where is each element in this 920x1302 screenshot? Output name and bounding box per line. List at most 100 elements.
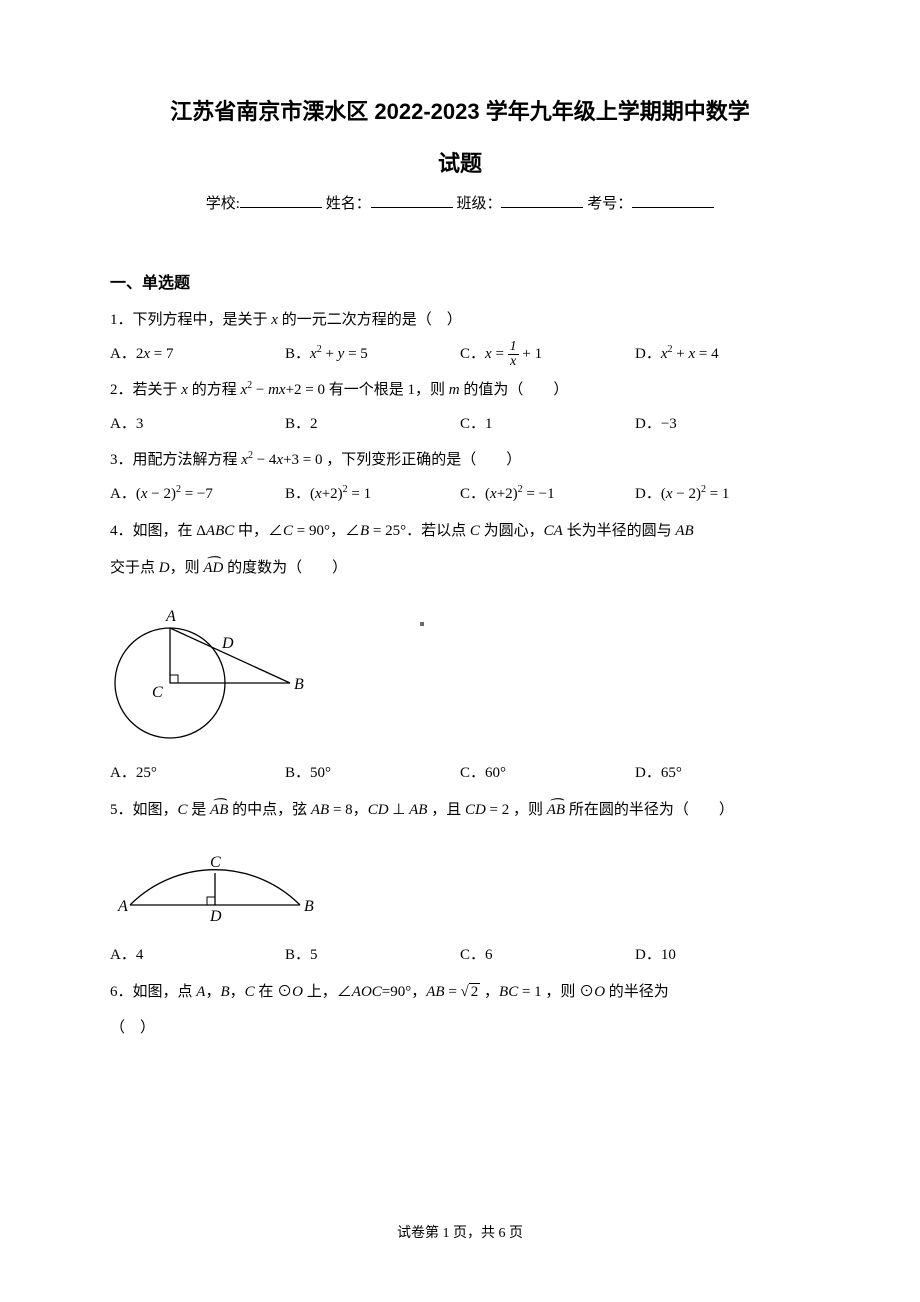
q4-AB: AB <box>675 523 693 539</box>
q3-m4: − 4 <box>253 452 276 468</box>
q1-opt-c: C．x = 1x + 1 <box>460 339 635 369</box>
question-3: 3．用配方法解方程 x2 − 4x+3 = 0 ，下列变形正确的是（ ） <box>110 445 810 475</box>
q5-e: 所在圆的半径为（ ） <box>565 802 734 818</box>
q1-a-label: A． <box>110 346 136 362</box>
q2-options: A．3 B．2 C．1 D．−3 <box>110 409 810 439</box>
question-4-line2: 交于点 D，则 AD 的度数为（ ） <box>110 552 810 585</box>
q6-c2: ， <box>230 984 245 1000</box>
q1-a-eq-x: x <box>143 346 150 362</box>
q1-opt-d: D．x2 + x = 4 <box>635 339 810 369</box>
q5-AB4: AB <box>547 794 565 827</box>
q4-CA: CA <box>544 523 563 539</box>
q3-opt-b: B．(x+2)2 = 1 <box>285 479 460 509</box>
q2-mm: m <box>449 382 460 398</box>
q1-c-x: x <box>485 346 492 362</box>
q3c-l: C．( <box>460 486 490 502</box>
q6-a: 6．如图，点 <box>110 984 196 1000</box>
q6-AOC: AOC <box>352 984 382 1000</box>
question-5: 5．如图，C 是 AB 的中点，弦 AB = 8，CD ⊥ AB ，且 CD =… <box>110 794 810 827</box>
question-2: 2．若关于 x 的方程 x2 − mx+2 = 0 有一个根是 1，则 m 的值… <box>110 375 810 405</box>
question-6-paren: （ ） <box>110 1013 810 1043</box>
q2-b: 的方程 <box>188 382 241 398</box>
title-line-2: 试题 <box>110 146 810 178</box>
q1-c-r: + 1 <box>519 346 542 362</box>
q5-AB1: AB <box>210 794 228 827</box>
q4-g: 的度数为（ ） <box>223 560 347 576</box>
q6-eq: = <box>445 984 461 1000</box>
q4-e: 交于点 <box>110 560 159 576</box>
q4-fig-C: C <box>152 684 163 701</box>
q6-90: =90°， <box>382 984 426 1000</box>
q1-d-label: D． <box>635 346 661 362</box>
q4-opt-b: B．50° <box>285 758 460 788</box>
q6-d: ， <box>480 984 499 1000</box>
q1-c-eq: = <box>492 346 508 362</box>
q3d-r: = 1 <box>706 486 729 502</box>
q1-opt-b: B．x2 + y = 5 <box>285 339 460 369</box>
q3-a: 3．用配方法解方程 <box>110 452 241 468</box>
q3b-l: B．( <box>285 486 315 502</box>
q4-fig-D: D <box>221 635 234 652</box>
q1-stem-b: 的一元二次方程的是（ ） <box>278 312 462 328</box>
q1-b-x2: x <box>310 346 317 362</box>
q4-d: 长为半径的圆与 <box>563 523 676 539</box>
question-1: 1．下列方程中，是关于 x 的一元二次方程的是（ ） <box>110 305 810 335</box>
q6-c1: ， <box>205 984 220 1000</box>
q1-c-den: x <box>508 355 519 369</box>
q5-opt-c: C．6 <box>460 940 635 970</box>
question-6: 6．如图，点 A，B，C 在 ⊙O 上，∠AOC=90°，AB = √2 ，BC… <box>110 976 810 1009</box>
q2-opt-c: C．1 <box>460 409 635 439</box>
q2-opt-b: B．2 <box>285 409 460 439</box>
q3-opt-c: C．(x+2)2 = −1 <box>460 479 635 509</box>
q3-x2: x <box>241 452 248 468</box>
q3b-x: x <box>315 486 322 502</box>
q6-C: C <box>245 984 255 1000</box>
q3d-l: D．( <box>635 486 666 502</box>
q2-mx: mx <box>268 382 286 398</box>
q4-C: C <box>283 523 293 539</box>
q2-d: 的值为（ ） <box>460 382 569 398</box>
q1-a-eq-r: = 7 <box>150 346 173 362</box>
q6-AB: AB <box>426 984 444 1000</box>
q3-opt-d: D．(x − 2)2 = 1 <box>635 479 810 509</box>
q6-b: 在 ⊙ <box>255 984 293 1000</box>
q6-e: 的半径为 <box>605 984 669 1000</box>
q4-B: B <box>360 523 369 539</box>
q2-a: 2．若关于 <box>110 382 181 398</box>
q6-B: B <box>220 984 229 1000</box>
q5-fig-D: D <box>209 908 222 925</box>
page-center-mark <box>420 622 424 626</box>
q4-D: D <box>159 560 170 576</box>
q6-BC: BC <box>499 984 518 1000</box>
q3-p3: +3 = 0 <box>283 452 322 468</box>
q1-d-r: = 4 <box>695 346 718 362</box>
q5-opt-b: B．5 <box>285 940 460 970</box>
q4-c: 为圆心， <box>480 523 544 539</box>
q5-perp: ⊥ <box>389 802 410 818</box>
q5-CD: CD <box>368 802 389 818</box>
student-info-line: 学校: 姓名： 班级： 考号： <box>110 192 810 213</box>
q4-25: = 25°．若以点 <box>369 523 470 539</box>
q3a-l: A．( <box>110 486 141 502</box>
q1-d-x2: x <box>661 346 668 362</box>
q5-C: C <box>178 802 188 818</box>
q6-c: 上，∠ <box>303 984 352 1000</box>
q1-c-num: 1 <box>508 340 519 355</box>
q4-opt-a: A．25° <box>110 758 285 788</box>
q4-b: 中，∠ <box>234 523 283 539</box>
q4-AD-arc: AD <box>203 552 223 585</box>
q3c-x: x <box>490 486 497 502</box>
q5-AB2: AB <box>311 802 329 818</box>
q1-options: A．2x = 7 B．x2 + y = 5 C．x = 1x + 1 D．x2 … <box>110 339 810 369</box>
q3c-m: +2) <box>497 486 518 502</box>
q2-p2: +2 = 0 <box>286 382 325 398</box>
q5-fig-A: A <box>117 898 128 915</box>
q4-90: = 90°，∠ <box>293 523 360 539</box>
q1-opt-a: A．2x = 7 <box>110 339 285 369</box>
q2-c: 有一个根是 1，则 <box>325 382 449 398</box>
q6-1: = 1 ，则 ⊙ <box>518 984 594 1000</box>
q5-options: A．4 B．5 C．6 D．10 <box>110 940 810 970</box>
q5-opt-a: A．4 <box>110 940 285 970</box>
q3d-x: x <box>666 486 673 502</box>
q2-opt-a: A．3 <box>110 409 285 439</box>
